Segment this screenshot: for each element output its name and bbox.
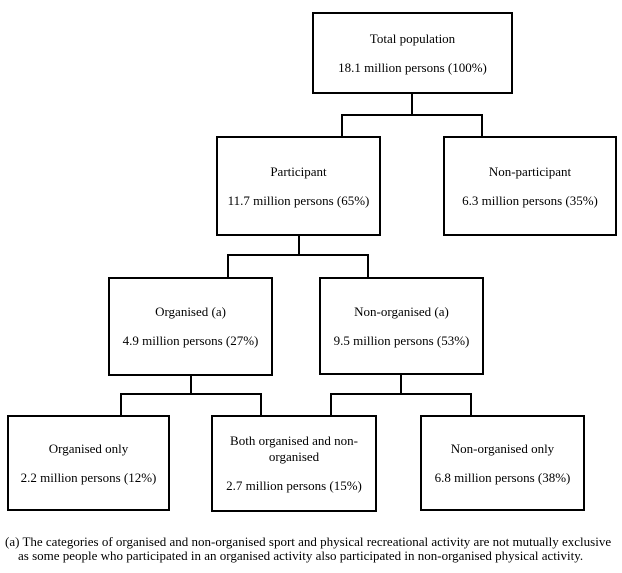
node-title: Total population bbox=[369, 30, 456, 46]
node-value: 18.1 million persons (100%) bbox=[338, 59, 487, 75]
node-organised: Organised (a) 4.9 million persons (27%) bbox=[108, 277, 273, 376]
node-title: Organised (a) bbox=[155, 304, 226, 319]
node-non-organised: Non-organised (a) 9.5 million persons (5… bbox=[319, 277, 484, 375]
node-value: 6.8 million persons (38%) bbox=[434, 469, 571, 485]
node-non-participant: Non-participant 6.3 million persons (35%… bbox=[443, 136, 617, 236]
footnote: (a) The categories of organised and non-… bbox=[5, 535, 619, 563]
node-title: Non-organised (a) bbox=[354, 303, 449, 319]
footnote-line-2: as some people who participated in an or… bbox=[18, 548, 584, 563]
node-value: 9.5 million persons (53%) bbox=[333, 332, 470, 348]
node-value: 6.3 million persons (35%) bbox=[462, 192, 598, 208]
node-value: 11.7 million persons (65%) bbox=[227, 192, 370, 208]
node-title: Both organised and non-organised bbox=[230, 433, 358, 464]
node-value: 2.7 million persons (15%) bbox=[226, 478, 362, 493]
footnote-line-1: (a) The categories of organised and non-… bbox=[5, 534, 612, 549]
node-title: Non-organised only bbox=[450, 440, 555, 456]
node-title: Participant bbox=[270, 163, 327, 179]
node-title: Non-participant bbox=[488, 163, 572, 179]
node-both-organised-and-non-organised: Both organised and non-organised 2.7 mil… bbox=[211, 415, 377, 512]
node-title: Organised only bbox=[48, 440, 129, 456]
node-non-organised-only: Non-organised only 6.8 million persons (… bbox=[420, 415, 585, 511]
node-participant: Participant 11.7 million persons (65%) bbox=[216, 136, 381, 236]
node-value: 2.2 million persons (12%) bbox=[20, 469, 157, 485]
node-value: 4.9 million persons (27%) bbox=[122, 333, 259, 348]
node-total-population: Total population 18.1 million persons (1… bbox=[312, 12, 513, 94]
node-organised-only: Organised only 2.2 million persons (12%) bbox=[7, 415, 170, 511]
